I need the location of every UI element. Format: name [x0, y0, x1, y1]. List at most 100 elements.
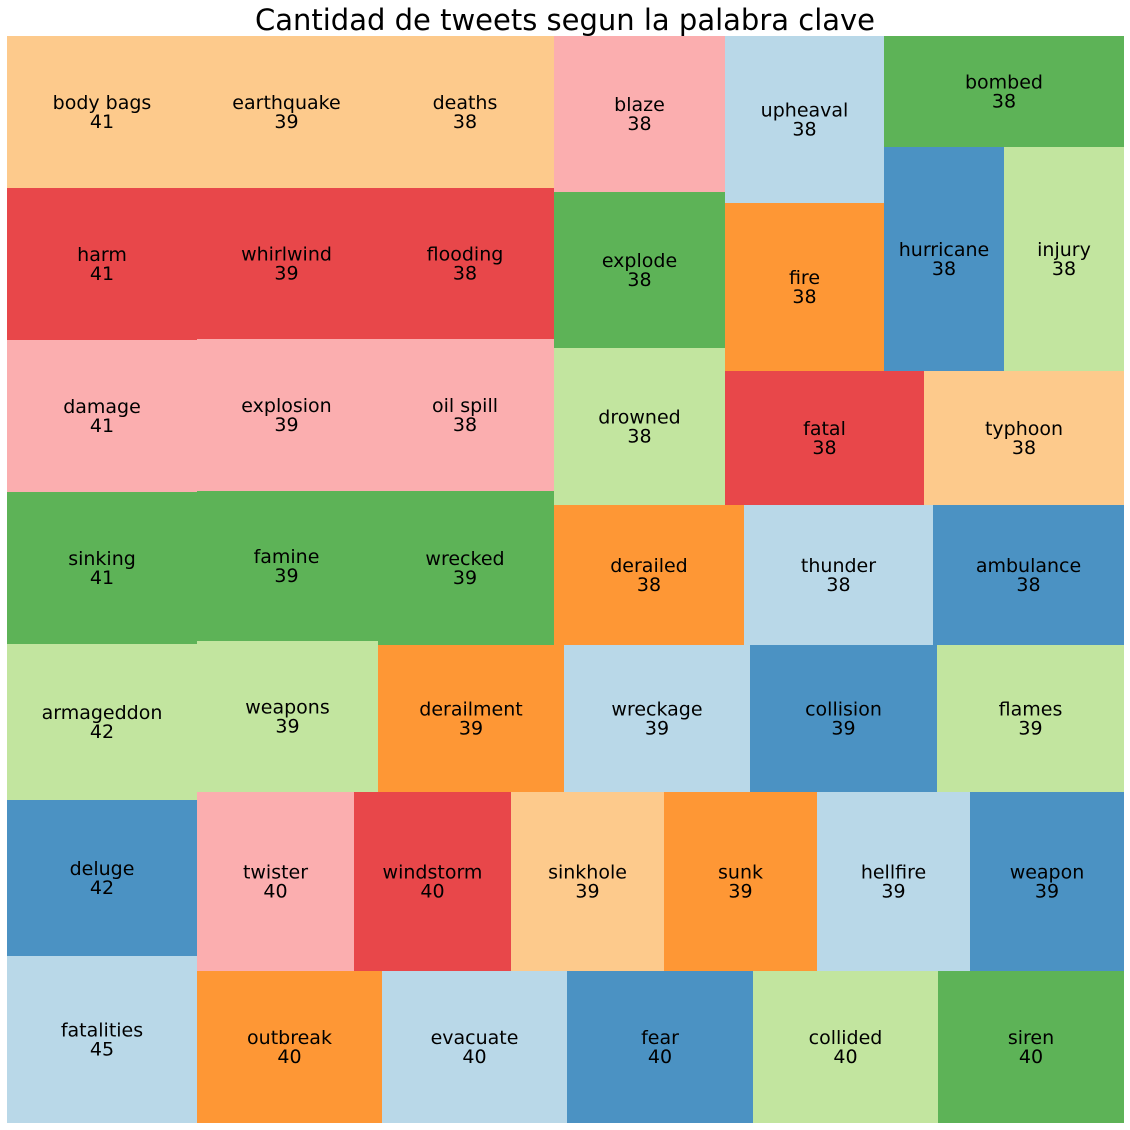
treemap-value: 39: [274, 565, 298, 587]
treemap-value: 39: [881, 881, 905, 903]
treemap-rect: [567, 971, 753, 1123]
treemap-rect: [725, 36, 884, 203]
treemap-label: damage: [63, 396, 141, 418]
treemap-label: hurricane: [899, 239, 989, 261]
treemap-value: 39: [274, 111, 298, 133]
treemap-rect: [7, 492, 197, 644]
treemap-label: drowned: [598, 407, 680, 429]
treemap-value: 38: [1052, 258, 1076, 280]
treemap-value: 41: [90, 415, 114, 437]
treemap-value: 38: [792, 119, 816, 141]
treemap-rect: [937, 645, 1124, 792]
treemap-value: 39: [274, 263, 298, 285]
treemap-rect: [7, 644, 197, 800]
treemap-label: hellfire: [861, 862, 926, 884]
treemap-rect: [354, 792, 511, 971]
treemap-rect: [750, 645, 937, 792]
treemap-rect: [933, 505, 1124, 645]
treemap-rect: [554, 348, 725, 505]
treemap-label: deluge: [70, 858, 135, 880]
treemap-value: 38: [992, 91, 1016, 113]
treemap-label: oil spill: [432, 395, 498, 417]
treemap-rect: [7, 188, 197, 340]
treemap-rect: [554, 192, 725, 348]
treemap-value: 38: [627, 269, 651, 291]
treemap-rect: [924, 371, 1124, 505]
treemap-value: 39: [275, 716, 299, 738]
treemap-rect: [884, 36, 1124, 147]
treemap-label: fatal: [803, 418, 846, 440]
treemap-value: 40: [1019, 1046, 1043, 1068]
treemap-value: 40: [420, 881, 444, 903]
treemap-label: deaths: [433, 92, 498, 114]
treemap-rect: [725, 371, 924, 505]
treemap-value: 39: [831, 718, 855, 740]
treemap-rect: [197, 641, 378, 792]
treemap-value: 42: [90, 721, 114, 743]
treemap-value: 38: [627, 426, 651, 448]
treemap-value: 39: [728, 881, 752, 903]
treemap-rect: [970, 792, 1124, 971]
treemap-value: 39: [1035, 881, 1059, 903]
treemap-label: famine: [254, 546, 320, 568]
treemap-rect: [511, 792, 664, 971]
treemap-rect: [197, 491, 376, 641]
treemap-value: 40: [263, 881, 287, 903]
treemap-rect: [382, 971, 567, 1123]
treemap-value: 39: [645, 718, 669, 740]
treemap-value: 41: [90, 111, 114, 133]
treemap-rect: [376, 491, 554, 645]
treemap-value: 42: [90, 877, 114, 899]
treemap-rect: [7, 956, 197, 1123]
treemap-label: upheaval: [761, 100, 849, 122]
treemap-label: evacuate: [431, 1027, 519, 1049]
treemap-value: 38: [453, 263, 477, 285]
treemap-label: ambulance: [976, 555, 1081, 577]
treemap-label: outbreak: [247, 1027, 332, 1049]
treemap-value: 39: [459, 718, 483, 740]
treemap-rect: [378, 645, 564, 792]
treemap-rect: [376, 36, 554, 188]
treemap-label: bombed: [965, 72, 1043, 94]
treemap-label: blaze: [614, 94, 665, 116]
treemap-label: body bags: [53, 92, 152, 114]
treemap-value: 39: [575, 881, 599, 903]
treemap-label: fire: [789, 267, 820, 289]
treemap-label: flames: [999, 699, 1063, 721]
treemap-label: armageddon: [42, 702, 163, 724]
chart-title: Cantidad de tweets segun la palabra clav…: [254, 3, 876, 37]
treemap-rect: [884, 147, 1004, 371]
treemap-label: twister: [243, 862, 308, 884]
treemap-label: fear: [641, 1027, 679, 1049]
treemap-rect: [1004, 147, 1124, 371]
treemap-rect: [197, 971, 382, 1123]
treemap-rect: [554, 505, 744, 645]
treemap-label: weapons: [245, 697, 330, 719]
treemap-value: 38: [627, 113, 651, 135]
treemap-value: 38: [453, 414, 477, 436]
